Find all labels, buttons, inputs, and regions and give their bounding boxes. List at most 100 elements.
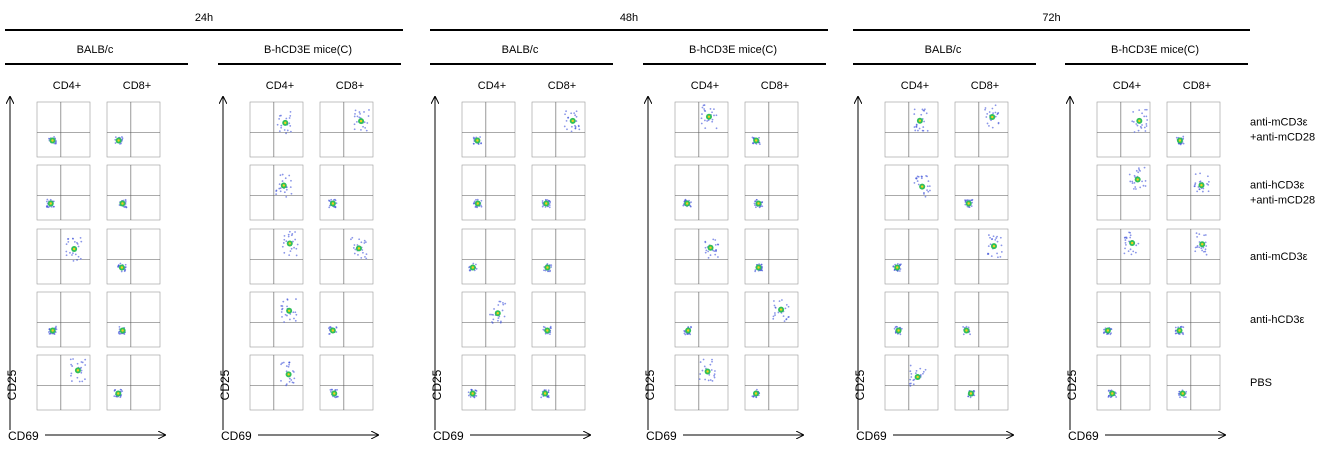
- event-dot: [363, 242, 366, 244]
- event-dot: [283, 129, 286, 131]
- event-dot: [80, 240, 83, 243]
- event-dot: [1131, 182, 1134, 185]
- density-peak: [920, 185, 924, 188]
- event-dot: [969, 396, 972, 399]
- x-axis-label: CD69: [8, 429, 39, 443]
- event-dot: [707, 119, 710, 122]
- event-dot: [1182, 326, 1185, 329]
- event-dot: [276, 123, 279, 126]
- event-dot: [290, 379, 293, 381]
- event-dot: [121, 137, 124, 140]
- event-dot: [353, 123, 356, 126]
- event-dot: [275, 189, 278, 192]
- plot-frame: [744, 228, 799, 285]
- event-dot: [360, 241, 363, 244]
- event-dot: [542, 328, 545, 331]
- x-axis-label: CD69: [1068, 429, 1099, 443]
- event-dot: [712, 238, 715, 241]
- plot-frame: [674, 291, 729, 348]
- density-peak: [757, 266, 760, 269]
- event-dot: [1194, 182, 1197, 185]
- event-dot: [575, 120, 578, 122]
- event-dot: [701, 113, 703, 115]
- event-dot: [361, 249, 364, 251]
- event-dot: [915, 369, 918, 372]
- event-dot: [1199, 172, 1201, 175]
- event-dot: [469, 396, 472, 398]
- event-dot: [502, 301, 504, 304]
- plot-frame: [36, 354, 91, 411]
- event-dot: [703, 119, 706, 122]
- event-dot: [281, 308, 283, 311]
- event-dot: [117, 264, 120, 267]
- event-dot: [84, 358, 87, 361]
- event-dot: [783, 320, 786, 323]
- column-label: CD8+: [123, 80, 151, 92]
- density-peak: [117, 139, 120, 142]
- event-dot: [967, 326, 970, 329]
- x-axis-label: CD69: [646, 429, 677, 443]
- event-dot: [1203, 234, 1206, 237]
- event-dot: [289, 186, 292, 189]
- event-dot: [996, 252, 998, 255]
- event-dot: [472, 262, 475, 265]
- event-dot: [699, 361, 702, 363]
- event-dot: [70, 363, 73, 366]
- event-dot: [1141, 112, 1143, 115]
- event-dot: [1207, 190, 1210, 193]
- event-dot: [909, 384, 912, 387]
- event-dot: [295, 247, 298, 250]
- event-dot: [1115, 396, 1118, 398]
- event-dot: [334, 198, 336, 201]
- event-dot: [335, 202, 338, 205]
- event-dot: [755, 396, 758, 399]
- event-dot: [1132, 111, 1135, 113]
- event-dot: [279, 190, 282, 193]
- event-dot: [470, 388, 473, 391]
- event-dot: [294, 238, 297, 241]
- event-dot: [330, 390, 332, 393]
- event-dot: [1125, 237, 1128, 240]
- density-peak: [706, 370, 709, 373]
- event-dot: [331, 388, 333, 391]
- event-dot: [986, 122, 989, 125]
- event-dot: [1123, 252, 1126, 255]
- plot-frame: [36, 101, 91, 158]
- event-dot: [286, 298, 289, 301]
- event-dot: [715, 250, 717, 253]
- event-dot: [76, 362, 79, 365]
- plot-frame: [461, 101, 516, 158]
- plot-frame: [106, 291, 161, 348]
- event-dot: [758, 136, 760, 139]
- plot-frame: [884, 101, 939, 158]
- density-peak: [916, 375, 919, 379]
- event-dot: [577, 124, 580, 127]
- event-dot: [78, 380, 81, 383]
- event-dot: [1128, 173, 1131, 176]
- event-dot: [281, 180, 284, 182]
- event-dot: [1138, 168, 1141, 171]
- event-dot: [927, 190, 930, 193]
- event-dot: [541, 201, 544, 204]
- density-peak: [49, 202, 52, 205]
- event-dot: [701, 369, 704, 372]
- event-dot: [1103, 332, 1105, 335]
- event-dot: [72, 358, 74, 360]
- event-dot: [575, 115, 578, 118]
- event-dot: [288, 122, 291, 125]
- event-dot: [1145, 123, 1148, 125]
- event-dot: [290, 247, 293, 250]
- event-dot: [497, 317, 500, 320]
- density-peak: [545, 202, 548, 205]
- event-dot: [713, 250, 716, 252]
- event-dot: [287, 235, 290, 238]
- density-peak: [1178, 139, 1182, 142]
- event-dot: [549, 333, 551, 336]
- event-dot: [493, 308, 495, 310]
- event-dot: [76, 259, 78, 261]
- event-dot: [295, 313, 298, 316]
- event-dot: [991, 126, 994, 129]
- event-dot: [52, 200, 55, 203]
- event-dot: [480, 142, 482, 145]
